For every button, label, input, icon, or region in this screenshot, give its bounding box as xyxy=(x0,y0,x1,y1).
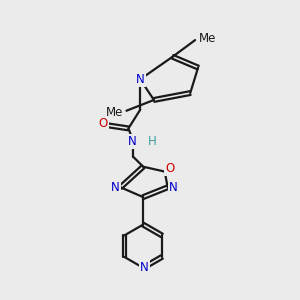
Text: H: H xyxy=(148,135,157,148)
Text: O: O xyxy=(165,162,175,175)
Text: Me: Me xyxy=(106,106,123,119)
Text: N: N xyxy=(128,135,136,148)
Text: O: O xyxy=(99,118,108,130)
Text: Me: Me xyxy=(199,32,216,45)
Text: N: N xyxy=(111,181,120,194)
Text: N: N xyxy=(169,181,177,194)
Text: N: N xyxy=(136,73,145,86)
Text: N: N xyxy=(140,261,149,274)
